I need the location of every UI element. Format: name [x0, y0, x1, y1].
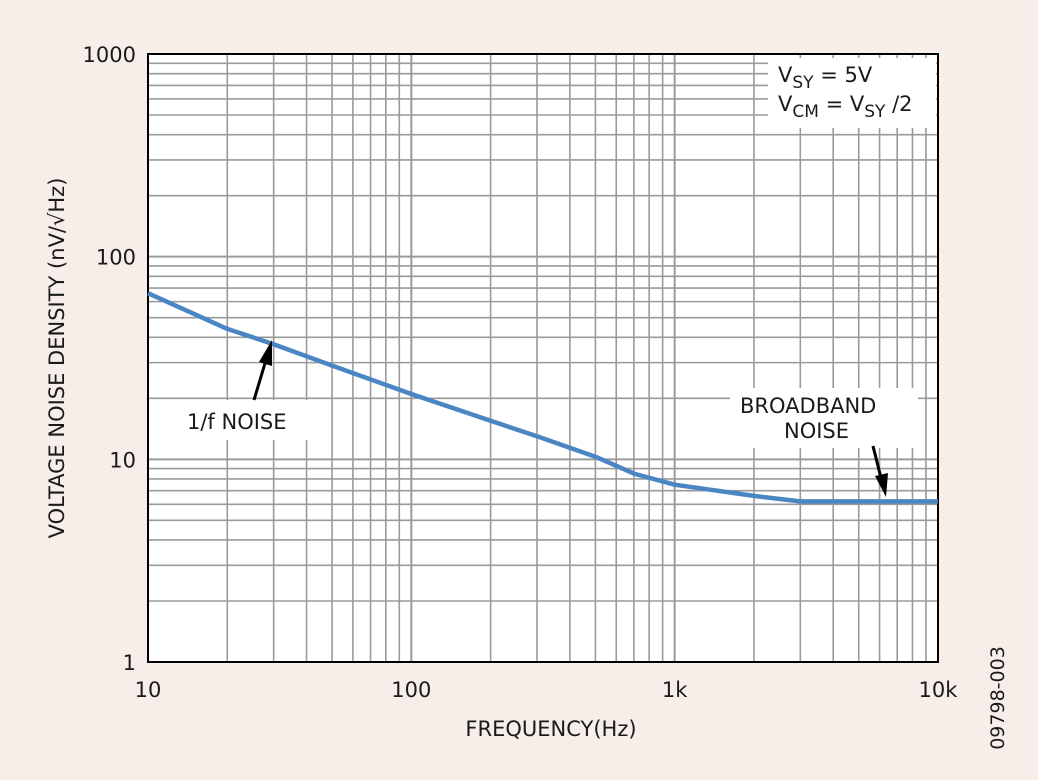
annotation-1f-arrow [252, 359, 268, 401]
figure-id: 09798-003 [987, 646, 1009, 750]
annotation-broadband-arrow [871, 445, 883, 479]
annotation-broadband-line1: BROADBAND [740, 394, 876, 418]
x-tick-label: 10 [135, 678, 162, 702]
annotation-broadband-arrowhead [875, 473, 888, 497]
grid [148, 54, 938, 662]
y-tick-label: 1000 [83, 43, 136, 67]
x-tick-label: 10k [919, 678, 959, 702]
x-tick-label: 100 [391, 678, 431, 702]
annotation-broadband-bg [730, 388, 918, 448]
annotation-broadband-line2: NOISE [784, 419, 849, 443]
conditions-box [768, 58, 936, 128]
y-axis-label: VOLTAGE NOISE DENSITY (nV/√Hz) [45, 178, 69, 539]
plot-frame [147, 53, 939, 663]
y-tick-label: 100 [96, 246, 136, 270]
condition-vsy: VSY = 5V [778, 63, 873, 93]
tick-labels: 10 100 1k 10k 1 10 100 1000 [83, 43, 959, 702]
x-tick-label: 1k [662, 678, 688, 702]
x-axis-label: FREQUENCY(Hz) [465, 717, 636, 741]
annotation-1f-noise: 1/f NOISE [187, 410, 287, 434]
condition-vcm: VCM = VSY /2 [778, 92, 913, 122]
y-tick-label: 10 [109, 448, 136, 472]
series-line [147, 291, 938, 504]
y-tick-label: 1 [123, 651, 136, 675]
annotation-1f-arrowhead [259, 340, 272, 366]
plot-area [148, 54, 938, 662]
annotation-1f-bg [178, 400, 308, 440]
